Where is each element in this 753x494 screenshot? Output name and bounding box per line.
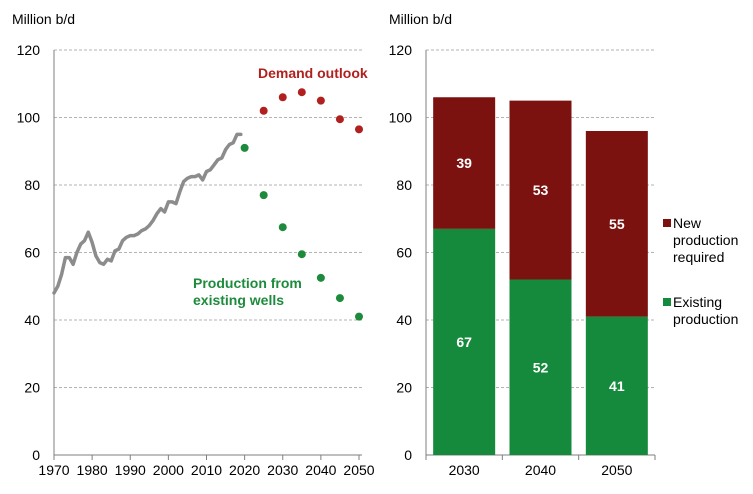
left-x-tick-label: 2030 [267, 462, 298, 478]
demand-outlook-annotation: Demand outlook [258, 65, 368, 81]
right-y-tick-label: 80 [396, 177, 412, 193]
right-unit-label: Million b/d [389, 11, 452, 27]
left-y-tick-label: 0 [32, 447, 40, 463]
left-y-tick-label: 120 [17, 42, 41, 58]
demand-outlook-point [355, 125, 363, 134]
right-y-tick-label: 40 [396, 312, 412, 328]
bar-value-label: 55 [609, 216, 625, 232]
left-x-tick-label: 2010 [191, 462, 222, 478]
bar-value-label: 52 [533, 359, 549, 375]
demand-outlook-point [316, 96, 325, 105]
left-x-tick-label: 2020 [229, 462, 260, 478]
new-production-bar [433, 97, 496, 229]
left-y-tick-label: 100 [17, 110, 41, 126]
left-x-tick-label: 2050 [343, 462, 374, 478]
existing-production-bar [509, 279, 572, 455]
right-y-tick-label: 100 [389, 110, 413, 126]
existing-wells-point [297, 250, 306, 259]
existing-wells-point [259, 191, 268, 200]
existing-wells-point [240, 143, 249, 152]
existing-production-bar [585, 316, 648, 455]
production-annotation-line2: existing wells [193, 292, 284, 308]
demand-outlook-point [259, 106, 268, 115]
right-x-tick-label: 2050 [601, 462, 632, 478]
left-x-tick-label: 2000 [153, 462, 184, 478]
bar-value-label: 39 [456, 155, 472, 171]
new-production-bar [585, 131, 648, 317]
right-x-tick-label: 2030 [449, 462, 480, 478]
legend-swatch-existing [663, 298, 671, 306]
left-y-tick-label: 20 [24, 380, 40, 396]
demand-outlook-point [278, 93, 287, 102]
new-production-bar [509, 100, 572, 280]
left-y-tick-label: 60 [24, 245, 40, 261]
legend-label-new: required [673, 249, 724, 265]
right-y-tick-label: 60 [396, 245, 412, 261]
existing-wells-point [355, 312, 363, 321]
demand-outlook-point [335, 115, 344, 124]
legend-label-existing: Existing [673, 294, 722, 310]
right-y-tick-label: 120 [389, 42, 413, 58]
left-x-tick-label: 1990 [115, 462, 146, 478]
existing-wells-point [278, 223, 287, 232]
left-x-tick-label: 1980 [77, 462, 108, 478]
left-y-tick-label: 80 [24, 177, 40, 193]
production-annotation-line1: Production from [193, 275, 302, 291]
demand-outlook-point [297, 88, 306, 97]
left-x-tick-label: 2040 [305, 462, 336, 478]
legend-swatch-new [663, 219, 671, 227]
right-bar-chart: Million b/d02040608010012067392030525320… [389, 11, 739, 478]
right-x-tick-label: 2040 [525, 462, 556, 478]
existing-wells-point [335, 294, 344, 303]
left-y-tick-label: 40 [24, 312, 40, 328]
legend-label-new: New [673, 215, 702, 231]
existing-production-bar [433, 228, 496, 455]
left-unit-label: Million b/d [12, 11, 75, 27]
bar-value-label: 67 [456, 334, 472, 350]
left-x-tick-label: 1970 [38, 462, 69, 478]
legend-label-existing: production [673, 311, 738, 327]
historical-production-line [52, 132, 243, 295]
bar-value-label: 41 [609, 378, 625, 394]
legend-label-new: production [673, 232, 738, 248]
right-y-tick-label: 20 [396, 380, 412, 396]
bar-value-label: 53 [533, 182, 549, 198]
existing-wells-point [316, 273, 325, 282]
right-y-tick-label: 0 [404, 447, 412, 463]
